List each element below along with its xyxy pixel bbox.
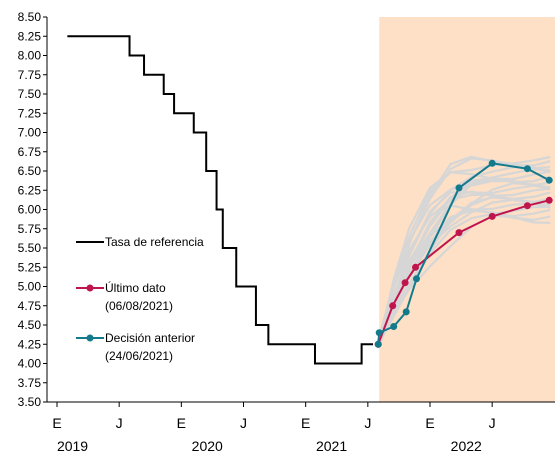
y-tick-label: 7.25: [18, 106, 42, 120]
y-tick-label: 6.75: [18, 145, 42, 159]
y-tick-label: 7.50: [18, 87, 42, 101]
series-point-2: [390, 323, 398, 330]
x-tick-label: J: [364, 415, 371, 431]
y-tick-label: 8.00: [18, 49, 42, 63]
legend-marker-ultimo: [86, 284, 94, 292]
y-tick-label: 5.50: [18, 241, 42, 255]
y-tick-label: 7.75: [18, 68, 42, 82]
simulation-fan: [377, 155, 551, 349]
series-point-1: [523, 202, 531, 210]
series-point-2: [413, 275, 420, 283]
x-tick-label: E: [52, 415, 61, 431]
y-tick-label: 4.50: [18, 318, 42, 332]
y-tick-label: 6.25: [18, 183, 42, 197]
series-point-2: [374, 340, 382, 348]
y-tick-label: 4.75: [18, 299, 42, 313]
x-tick-label: E: [301, 415, 310, 431]
y-tick-label: 4.25: [18, 337, 42, 351]
legend-sublabel-ultimo: (06/08/2021): [105, 299, 173, 313]
legend-sublabel-decision: (24/06/2021): [105, 349, 173, 363]
series-point-2: [402, 308, 410, 316]
year-label: 2020: [192, 438, 223, 454]
series-line-tasa: [67, 35, 374, 365]
y-tick-label: 3.75: [18, 376, 42, 390]
x-tick-label: E: [177, 415, 186, 431]
year-label: 2022: [451, 438, 482, 454]
legend-label-tasa: Tasa de referencia: [105, 235, 204, 249]
y-tick-label: 6.50: [18, 164, 42, 178]
legend-label-decision: Decisión anterior: [105, 331, 195, 345]
year-labels: 2019 2020 2021 2022: [57, 438, 482, 454]
x-tick-label: E: [425, 415, 434, 431]
year-label: 2021: [316, 438, 347, 454]
legend: Tasa de referencia Último dato (06/08/20…: [76, 235, 204, 363]
y-tick-label: 5.25: [18, 260, 42, 274]
y-tick-label: 6.00: [18, 203, 42, 217]
y-tick-label: 5.00: [18, 280, 42, 294]
series-point-1: [401, 279, 409, 287]
x-tick-label: J: [116, 415, 123, 431]
series-point-1: [488, 212, 496, 220]
y-tick-label: 7.00: [18, 126, 42, 140]
series-point-2: [488, 159, 496, 167]
fan-path: [377, 155, 551, 342]
year-label: 2019: [57, 438, 88, 454]
series-point-2: [455, 184, 463, 192]
series-line-1: [377, 199, 550, 345]
series-point-2: [545, 176, 553, 184]
series-point-1: [545, 196, 553, 204]
fan-path: [377, 170, 551, 342]
y-axis-ticks: 3.50 3.75 4.00 4.25 4.50 4.75 5.00 5.25 5.50 5.75…: [18, 10, 47, 409]
y-tick-label: 4.00: [18, 357, 42, 371]
y-tick-label: 3.50: [18, 395, 42, 409]
series-point-1: [412, 263, 419, 271]
fan-path: [377, 205, 551, 345]
series-point-1: [389, 302, 397, 310]
legend-label-ultimo: Último dato: [105, 280, 166, 295]
series-lines: [67, 35, 553, 365]
x-tick-label: J: [489, 415, 496, 431]
x-tick-label: J: [240, 415, 247, 431]
series-point-2: [523, 165, 531, 173]
legend-marker-decision: [86, 334, 94, 342]
series-point-1: [455, 229, 463, 237]
y-tick-label: 8.50: [18, 10, 42, 24]
series-point-2: [375, 329, 383, 337]
y-tick-label: 5.75: [18, 222, 42, 236]
y-tick-label: 8.25: [18, 29, 42, 43]
